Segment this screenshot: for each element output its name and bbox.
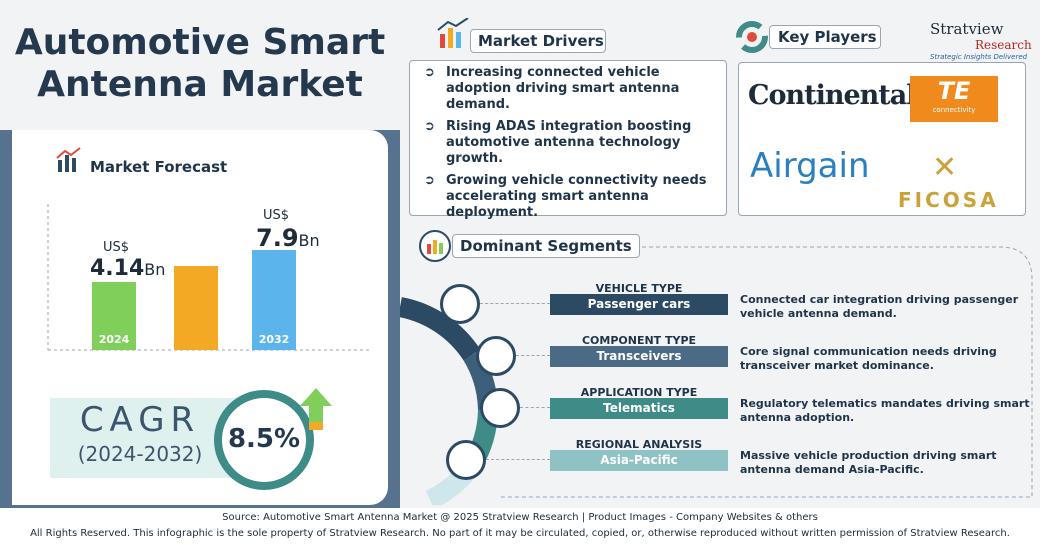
- connector: [516, 355, 550, 356]
- unit: Bn: [144, 260, 166, 279]
- footer-source: Source: Automotive Smart Antenna Market …: [222, 512, 818, 523]
- players-icon: [736, 21, 768, 53]
- logo-airgain: Airgain: [750, 146, 870, 186]
- brand-name: Stratview: [930, 20, 1004, 38]
- segment-icon: [446, 440, 486, 480]
- segments-tab: [452, 234, 640, 258]
- segment-desc: Massive vehicle production driving smart…: [740, 449, 997, 476]
- segments-heading: Dominant Segments: [460, 237, 632, 255]
- segment-type: REGIONAL ANALYSIS: [575, 438, 703, 451]
- driver-item: Rising ADAS integration boosting automot…: [424, 119, 718, 167]
- logo-te: TE connectivity: [910, 76, 998, 122]
- cagr-circle: [214, 390, 314, 490]
- forecast-value: 7.9Bn: [256, 224, 320, 252]
- cagr-period: (2024-2032): [77, 442, 203, 466]
- segment-icon: [476, 336, 516, 376]
- segment-label: Telematics: [550, 398, 728, 419]
- page-title: Automotive Smart Antenna Market: [14, 22, 386, 105]
- drivers-tab: [470, 29, 606, 53]
- forecast-heading: Market Forecast: [90, 158, 228, 176]
- forecast-icon: [56, 147, 81, 172]
- drivers-heading: Market Drivers: [478, 32, 604, 50]
- cagr-value: 8.5%: [227, 424, 301, 454]
- segment-icon: [480, 388, 520, 428]
- players-tab: [769, 25, 881, 49]
- segment-label: Passenger cars: [550, 294, 728, 315]
- connector: [520, 407, 550, 408]
- driver-item: Growing vehicle connectivity needs accel…: [424, 173, 718, 221]
- logo-continental: Continental: [748, 80, 917, 111]
- segment-label: Asia-Pacific: [550, 450, 728, 471]
- cagr-band: [50, 398, 240, 478]
- value: 7.9: [256, 224, 299, 252]
- currency: US$: [103, 240, 130, 255]
- drivers-icon: [437, 18, 469, 48]
- logo-mark: ✕: [932, 150, 958, 185]
- segment-type: COMPONENT TYPE: [581, 334, 697, 347]
- segments-icon: [419, 230, 451, 262]
- unit: Bn: [298, 231, 320, 250]
- bar-2032: [252, 250, 296, 350]
- brand-tagline: Strategic Insights Delivered: [930, 53, 1028, 61]
- connector: [486, 459, 550, 460]
- logo-text: connectivity: [932, 106, 976, 114]
- year: 2024: [98, 333, 130, 346]
- connector: [480, 303, 550, 304]
- cagr-label: CAGR: [79, 400, 201, 440]
- segment-type: VEHICLE TYPE: [595, 282, 683, 295]
- drivers-box: Increasing connected vehicle adoption dr…: [409, 60, 727, 220]
- segment-icon: [440, 284, 480, 324]
- up-arrow: [300, 388, 332, 430]
- value: 4.14: [90, 256, 145, 281]
- bar-2024: [92, 282, 136, 350]
- currency: US$: [263, 208, 290, 223]
- driver-item: Increasing connected vehicle adoption dr…: [424, 65, 718, 113]
- players-heading: Key Players: [778, 28, 877, 46]
- segment-desc: Regulatory telematics mandates driving s…: [740, 397, 1030, 424]
- footer-rights: All Rights Reserved. This infographic is…: [30, 528, 1010, 539]
- segment-desc: Connected car integration driving passen…: [740, 293, 1019, 320]
- bar-mid: [174, 266, 218, 350]
- footer: Source: Automotive Smart Antenna Market …: [0, 508, 1040, 544]
- brand-sub: Research: [975, 38, 1032, 52]
- year: 2032: [258, 333, 290, 346]
- forecast-chart: [47, 204, 370, 351]
- logo-text: TE: [937, 77, 971, 105]
- segment-desc: Core signal communication needs driving …: [740, 345, 997, 372]
- segment-type: APPLICATION TYPE: [580, 386, 698, 399]
- forecast-value: 4.14Bn: [90, 256, 165, 281]
- segment-label: Transceivers: [550, 346, 728, 367]
- logo-ficosa: FICOSA: [898, 188, 999, 212]
